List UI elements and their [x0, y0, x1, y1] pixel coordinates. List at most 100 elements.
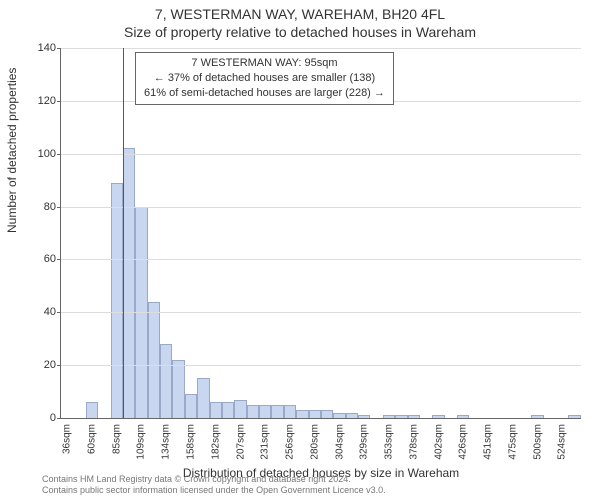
bar-slot: [494, 48, 506, 418]
histogram-bar: [185, 394, 197, 418]
bar-slot: [544, 48, 556, 418]
y-tick-label: 60: [31, 253, 56, 265]
y-tick-label: 140: [31, 42, 56, 54]
bar-slot: [73, 48, 85, 418]
x-tick-label: 109sqm: [136, 424, 147, 460]
y-gridline: [61, 48, 581, 49]
histogram-bar: [123, 148, 135, 418]
x-tick-label: 158sqm: [186, 424, 197, 460]
x-tick-label: 182sqm: [210, 424, 221, 460]
y-tick-label: 120: [31, 95, 56, 107]
y-tick-label: 100: [31, 148, 56, 160]
y-gridline: [61, 154, 581, 155]
y-tick: [57, 101, 61, 102]
histogram-bar: [346, 413, 358, 418]
y-tick: [57, 418, 61, 419]
y-gridline: [61, 207, 581, 208]
bar-slot: [111, 48, 123, 418]
histogram-bar: [321, 410, 333, 418]
bar-slot: [507, 48, 519, 418]
bar-slot: [420, 48, 432, 418]
bar-slot: [568, 48, 580, 418]
attribution-footer: Contains HM Land Registry data © Crown c…: [42, 474, 386, 497]
y-axis-label: Number of detached properties: [5, 68, 19, 233]
bar-slot: [531, 48, 543, 418]
histogram-bar: [568, 415, 580, 418]
histogram-bar: [309, 410, 321, 418]
footer-line-2: Contains public sector information licen…: [42, 485, 386, 496]
histogram-bar: [247, 405, 259, 418]
histogram-bar: [333, 413, 345, 418]
x-tick-label: 60sqm: [86, 424, 97, 454]
histogram-bar: [358, 415, 370, 418]
y-tick: [57, 259, 61, 260]
title-line-2: Size of property relative to detached ho…: [0, 24, 600, 40]
histogram-bar: [111, 183, 123, 418]
y-tick: [57, 365, 61, 366]
bar-slot: [61, 48, 73, 418]
bar-slot: [482, 48, 494, 418]
x-tick-label: 524sqm: [557, 424, 568, 460]
bar-slot: [469, 48, 481, 418]
bar-slot: [457, 48, 469, 418]
histogram-bar: [259, 405, 271, 418]
property-marker-line: [123, 48, 124, 418]
bar-slot: [395, 48, 407, 418]
bar-slot: [519, 48, 531, 418]
histogram-bar: [271, 405, 283, 418]
histogram-bar: [383, 415, 395, 418]
y-tick-label: 20: [31, 359, 56, 371]
bar-slot: [98, 48, 110, 418]
y-tick: [57, 154, 61, 155]
y-tick: [57, 312, 61, 313]
y-tick: [57, 48, 61, 49]
histogram-bar: [197, 378, 209, 418]
x-tick-label: 280sqm: [309, 424, 320, 460]
x-tick-label: 378sqm: [408, 424, 419, 460]
x-tick-label: 451sqm: [483, 424, 494, 460]
histogram-bar: [86, 402, 98, 418]
x-tick-label: 475sqm: [507, 424, 518, 460]
y-tick-label: 80: [31, 201, 56, 213]
y-gridline: [61, 312, 581, 313]
bar-slot: [123, 48, 135, 418]
histogram-bar: [234, 400, 246, 419]
y-tick-label: 40: [31, 306, 56, 318]
x-tick-label: 402sqm: [433, 424, 444, 460]
annotation-box: 7 WESTERMAN WAY: 95sqm← 37% of detached …: [135, 52, 394, 105]
histogram-bar: [210, 402, 222, 418]
plot-area: Distribution of detached houses by size …: [60, 48, 581, 419]
bar-slot: [86, 48, 98, 418]
x-tick-label: 304sqm: [334, 424, 345, 460]
y-gridline: [61, 259, 581, 260]
histogram-bar: [432, 415, 444, 418]
chart-container: 7, WESTERMAN WAY, WAREHAM, BH20 4FL Size…: [0, 0, 600, 500]
y-tick: [57, 207, 61, 208]
x-tick-label: 134sqm: [161, 424, 172, 460]
bar-slot: [445, 48, 457, 418]
histogram-bar: [395, 415, 407, 418]
bar-slot: [408, 48, 420, 418]
histogram-bar: [172, 360, 184, 418]
annotation-line: 61% of semi-detached houses are larger (…: [144, 86, 385, 101]
x-tick-label: 207sqm: [235, 424, 246, 460]
x-tick-label: 500sqm: [532, 424, 543, 460]
histogram-bar: [222, 402, 234, 418]
x-tick-label: 426sqm: [458, 424, 469, 460]
bar-slot: [556, 48, 568, 418]
annotation-line: 7 WESTERMAN WAY: 95sqm: [144, 56, 385, 71]
y-tick-label: 0: [31, 412, 56, 424]
y-gridline: [61, 365, 581, 366]
x-tick-label: 353sqm: [384, 424, 395, 460]
footer-line-1: Contains HM Land Registry data © Crown c…: [42, 474, 386, 485]
x-tick-label: 329sqm: [359, 424, 370, 460]
title-line-1: 7, WESTERMAN WAY, WAREHAM, BH20 4FL: [0, 6, 600, 22]
histogram-bar: [284, 405, 296, 418]
annotation-line: ← 37% of detached houses are smaller (13…: [144, 71, 385, 86]
histogram-bar: [531, 415, 543, 418]
histogram-bar: [408, 415, 420, 418]
histogram-bar: [457, 415, 469, 418]
x-tick-label: 231sqm: [260, 424, 271, 460]
histogram-bar: [160, 344, 172, 418]
histogram-bar: [296, 410, 308, 418]
